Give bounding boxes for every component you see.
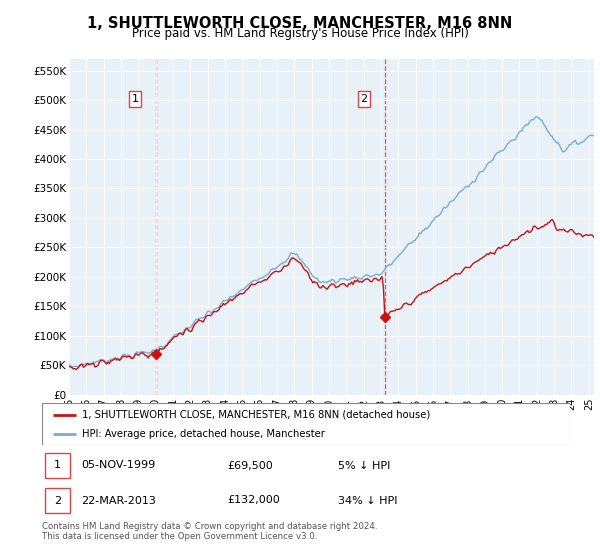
Text: 5% ↓ HPI: 5% ↓ HPI	[338, 460, 390, 470]
Text: 1: 1	[54, 460, 61, 470]
Text: 1, SHUTTLEWORTH CLOSE, MANCHESTER, M16 8NN (detached house): 1, SHUTTLEWORTH CLOSE, MANCHESTER, M16 8…	[82, 409, 430, 419]
Text: 1, SHUTTLEWORTH CLOSE, MANCHESTER, M16 8NN: 1, SHUTTLEWORTH CLOSE, MANCHESTER, M16 8…	[88, 16, 512, 31]
Text: 2: 2	[54, 496, 61, 506]
Text: 22-MAR-2013: 22-MAR-2013	[82, 496, 157, 506]
Text: HPI: Average price, detached house, Manchester: HPI: Average price, detached house, Manc…	[82, 429, 325, 439]
Bar	[44, 453, 70, 478]
Bar	[44, 488, 70, 513]
Text: £69,500: £69,500	[227, 460, 272, 470]
Text: 34% ↓ HPI: 34% ↓ HPI	[338, 496, 397, 506]
Text: Price paid vs. HM Land Registry's House Price Index (HPI): Price paid vs. HM Land Registry's House …	[131, 27, 469, 40]
Text: 1: 1	[131, 94, 139, 104]
Text: £132,000: £132,000	[227, 496, 280, 506]
Text: 05-NOV-1999: 05-NOV-1999	[82, 460, 156, 470]
Text: Contains HM Land Registry data © Crown copyright and database right 2024.
This d: Contains HM Land Registry data © Crown c…	[42, 522, 377, 542]
Text: 2: 2	[361, 94, 367, 104]
